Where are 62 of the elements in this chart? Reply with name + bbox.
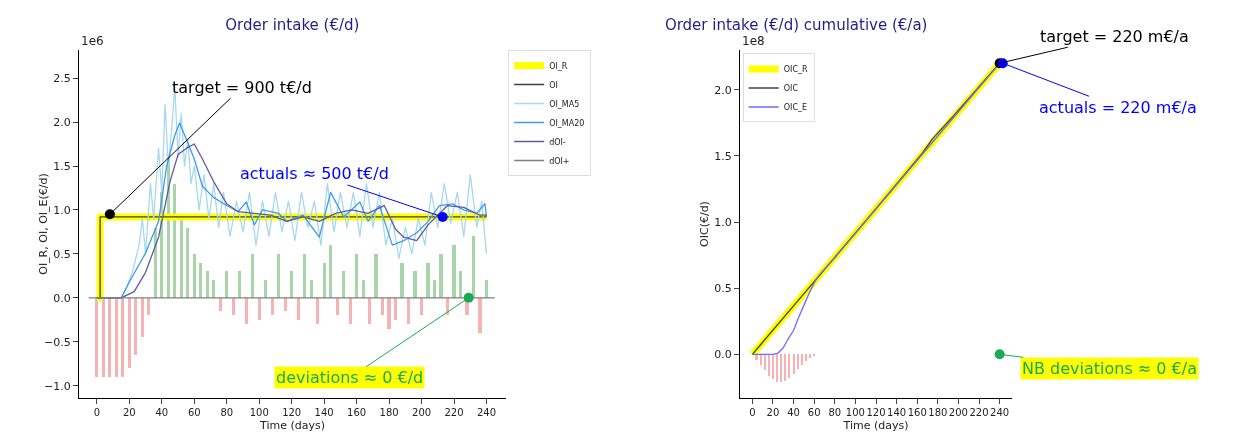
x-tick-label: 100 (845, 407, 865, 418)
y-tick-label: 1.0 (53, 203, 71, 217)
y-tick-label: 1.5 (714, 149, 732, 163)
legend-label: OI_MA5 (549, 99, 580, 109)
y-tick-label: 2.0 (714, 83, 732, 97)
x-axis-title: Time (days) (842, 419, 909, 433)
y-axis-title: OI_R, OI, OI_E(€/d) (37, 173, 50, 275)
x-tick-label: 180 (379, 407, 399, 418)
x-tick-label: 160 (347, 407, 367, 418)
x-tick-label: 160 (907, 407, 927, 418)
text: 1e8 (742, 34, 765, 48)
y-tick-label: −0.5 (44, 335, 71, 349)
x-tick-label: 40 (155, 407, 169, 418)
y-tick-label: −1.0 (44, 379, 71, 393)
x-tick-label: 0 (93, 407, 101, 418)
text: 1e6 (81, 34, 104, 48)
y-axis-title: OIC(€/d) (698, 201, 711, 247)
x-tick-label: 220 (969, 407, 989, 418)
x-tick-label: 180 (928, 407, 948, 418)
legend-label: OIC_R (783, 65, 808, 75)
y-tick-label: 2.5 (53, 71, 71, 85)
x-tick-label: 20 (766, 407, 780, 418)
x-tick-label: 80 (220, 407, 234, 418)
y-tick-label: 0.5 (53, 247, 71, 261)
annotation: target = 900 t€/d (172, 78, 312, 97)
x-tick-label: 20 (122, 407, 136, 418)
x-tick-label: 60 (807, 407, 821, 418)
y-tick-label: 1.0 (714, 215, 732, 229)
annotation: deviations ≈ 0 €/d (276, 368, 424, 387)
y-tick-label: 0.5 (714, 282, 732, 296)
chart-title: Order intake (€/d) cumulative (€/a) (664, 16, 928, 35)
x-tick-label: 0 (749, 407, 756, 418)
legend-label: OI (549, 80, 558, 90)
y-tick-label: 0.0 (53, 291, 71, 305)
annotation: actuals = 220 m€/a (1039, 98, 1197, 117)
legend-label: OI_R (549, 61, 568, 71)
x-tick-label: 220 (444, 407, 464, 418)
annotation: actuals ≈ 500 t€/d (240, 164, 389, 183)
x-tick-label: 60 (187, 407, 201, 418)
x-tick-label: 100 (249, 407, 269, 418)
x-tick-label: 80 (828, 407, 842, 418)
x-tick-label: 240 (990, 407, 1010, 418)
annotation: NB deviations ≈ 0 €/a (1022, 359, 1197, 378)
legend-label: OIC_E (783, 103, 808, 113)
y-tick-label: 1.5 (53, 159, 71, 173)
x-tick-label: 200 (948, 407, 968, 418)
x-tick-label: 140 (314, 407, 334, 418)
y-tick-label: 0.0 (714, 348, 732, 362)
x-tick-label: 120 (866, 407, 886, 418)
x-tick-label: 40 (787, 407, 800, 418)
x-tick-label: 240 (476, 407, 497, 418)
x-axis-title: Time (days) (259, 419, 325, 433)
legend-label: dOI- (549, 137, 566, 147)
x-tick-label: 140 (887, 407, 907, 418)
legend-label: OI_MA20 (549, 118, 585, 128)
x-tick-label: 120 (282, 407, 302, 418)
legend-label: OIC (783, 84, 799, 94)
x-tick-label: 200 (412, 407, 432, 418)
legend-label: dOI+ (549, 156, 570, 166)
annotation: target = 220 m€/a (1040, 27, 1189, 46)
chart-title: Order intake (€/d) (225, 16, 360, 35)
y-tick-label: 2.0 (53, 115, 71, 129)
